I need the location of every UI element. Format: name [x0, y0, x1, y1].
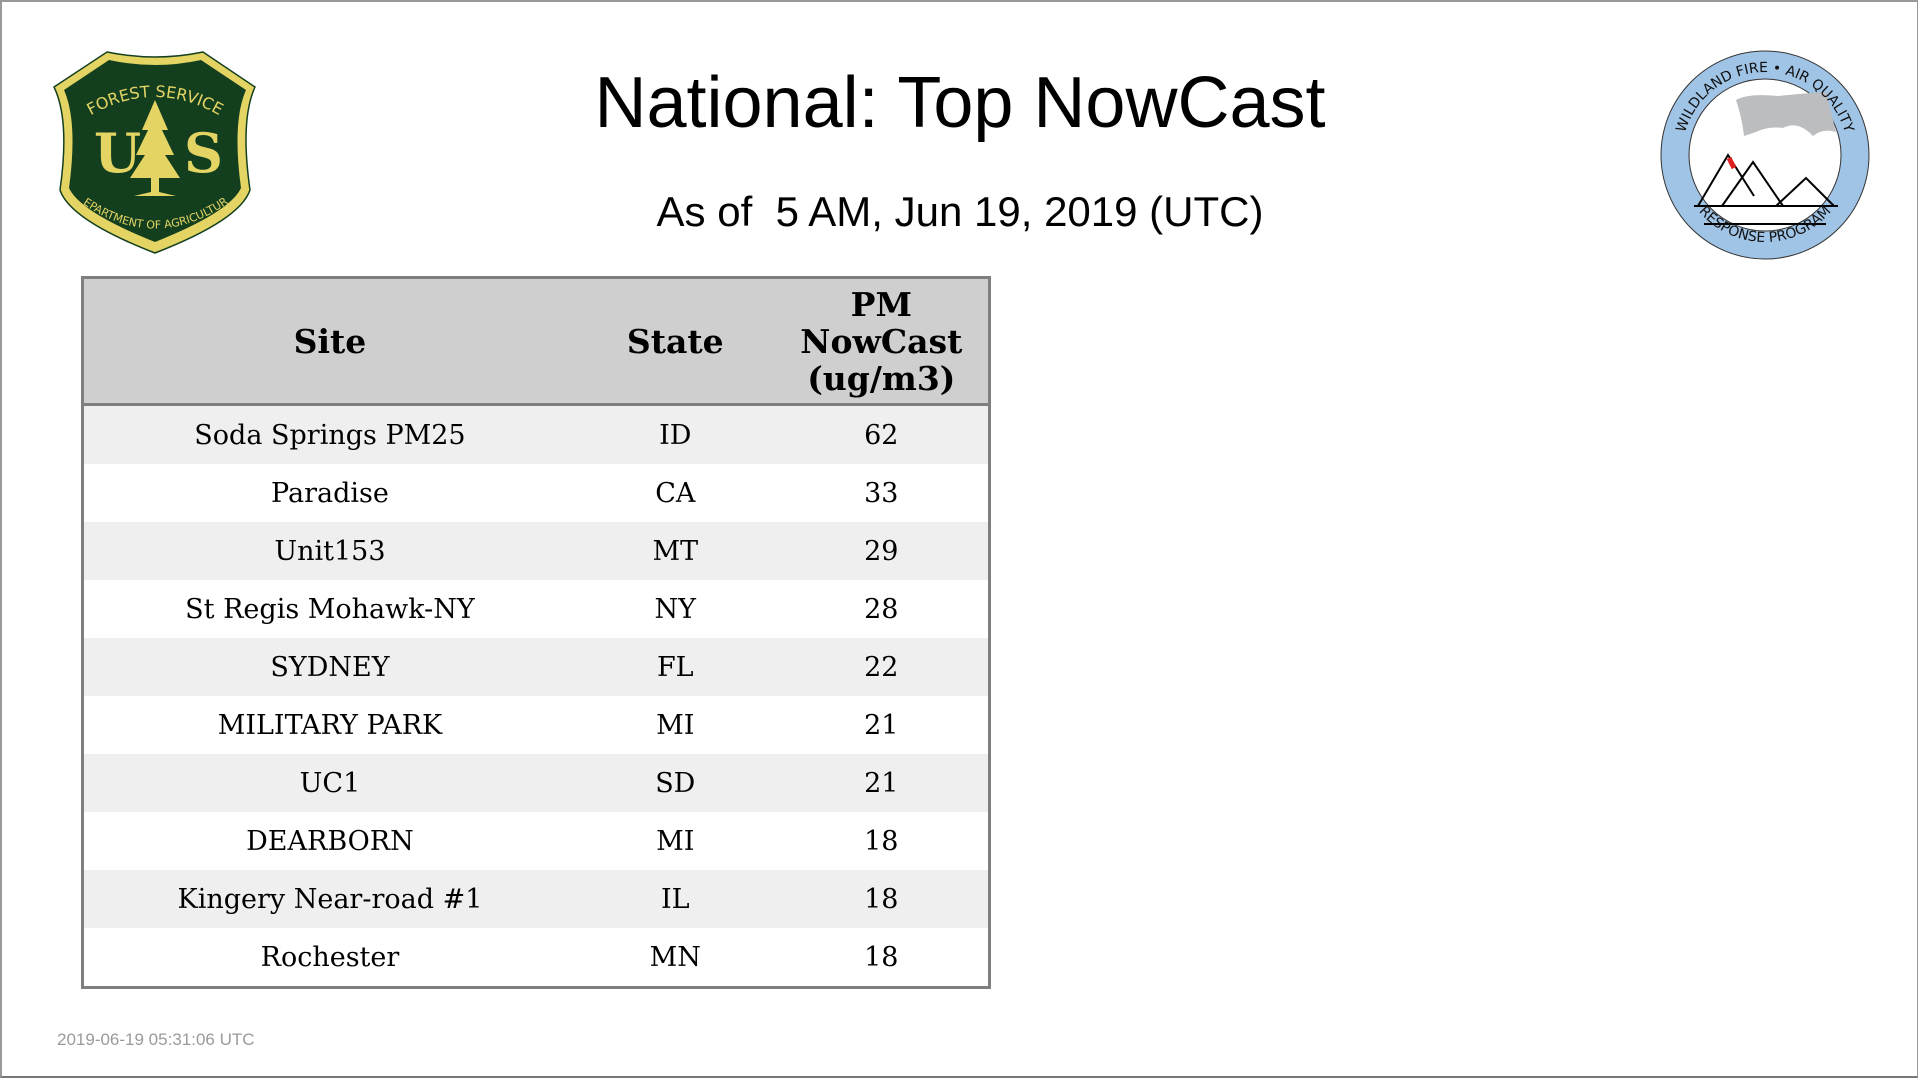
table-row: Paradise CA 33 — [82, 464, 990, 522]
table-row: UC1 SD 21 — [82, 754, 990, 812]
cell-state: SD — [575, 754, 775, 812]
top-nowcast-table: Site State PM NowCast (ug/m3) Soda Sprin… — [81, 276, 991, 989]
cell-state: ID — [575, 404, 775, 464]
column-header-line: NowCast — [800, 321, 963, 361]
wildland-fire-air-quality-logo: WILDLAND FIRE • AIR QUALITY RESPONSE PRO… — [1660, 50, 1870, 260]
cell-state: MI — [575, 812, 775, 870]
page-subtitle: As of 5 AM, Jun 19, 2019 (UTC) — [656, 188, 1264, 235]
cell-pm-nowcast: 18 — [774, 870, 990, 928]
table-row: Soda Springs PM25 ID 62 — [82, 404, 990, 464]
cell-state: CA — [575, 464, 775, 522]
column-header-site: Site — [82, 277, 576, 406]
table-header-row: Site State PM NowCast (ug/m3) — [82, 277, 990, 406]
cell-state: FL — [575, 638, 775, 696]
table-row: Rochester MN 18 — [82, 928, 990, 988]
cell-site: Paradise — [82, 464, 576, 522]
column-header-pm-nowcast: PM NowCast (ug/m3) — [774, 277, 990, 406]
cell-site: Kingery Near-road #1 — [82, 870, 576, 928]
cell-site: MILITARY PARK — [82, 696, 576, 754]
cell-pm-nowcast: 28 — [774, 580, 990, 638]
cell-state: NY — [575, 580, 775, 638]
cell-site: Unit153 — [82, 522, 576, 580]
cell-pm-nowcast: 22 — [774, 638, 990, 696]
cell-pm-nowcast: 18 — [774, 812, 990, 870]
cell-state: MI — [575, 696, 775, 754]
cell-pm-nowcast: 21 — [774, 754, 990, 812]
cell-site: DEARBORN — [82, 812, 576, 870]
column-header-state: State — [575, 277, 775, 406]
cell-site: Soda Springs PM25 — [82, 404, 576, 464]
cell-site: St Regis Mohawk-NY — [82, 580, 576, 638]
cell-pm-nowcast: 18 — [774, 928, 990, 988]
generated-timestamp: 2019-06-19 05:31:06 UTC — [57, 1030, 255, 1049]
cell-pm-nowcast: 33 — [774, 464, 990, 522]
cell-site: Rochester — [82, 928, 576, 988]
cell-pm-nowcast: 29 — [774, 522, 990, 580]
table-row: St Regis Mohawk-NY NY 28 — [82, 580, 990, 638]
cell-site: SYDNEY — [82, 638, 576, 696]
cell-state: MN — [575, 928, 775, 988]
cell-pm-nowcast: 62 — [774, 404, 990, 464]
cell-state: IL — [575, 870, 775, 928]
cell-pm-nowcast: 21 — [774, 696, 990, 754]
table-row: Kingery Near-road #1 IL 18 — [82, 870, 990, 928]
table-row: DEARBORN MI 18 — [82, 812, 990, 870]
table-row: Unit153 MT 29 — [82, 522, 990, 580]
table-row: SYDNEY FL 22 — [82, 638, 990, 696]
svg-text:S: S — [184, 121, 223, 185]
column-header-line: (ug/m3) — [807, 358, 956, 398]
cell-state: MT — [575, 522, 775, 580]
usfs-shield-logo: FOREST SERVICE U S DEPARTMENT OF AGRICUL… — [50, 50, 256, 254]
cell-site: UC1 — [82, 754, 576, 812]
column-header-line: PM — [850, 284, 912, 324]
page-title: National: Top NowCast — [594, 63, 1326, 143]
table-row: MILITARY PARK MI 21 — [82, 696, 990, 754]
